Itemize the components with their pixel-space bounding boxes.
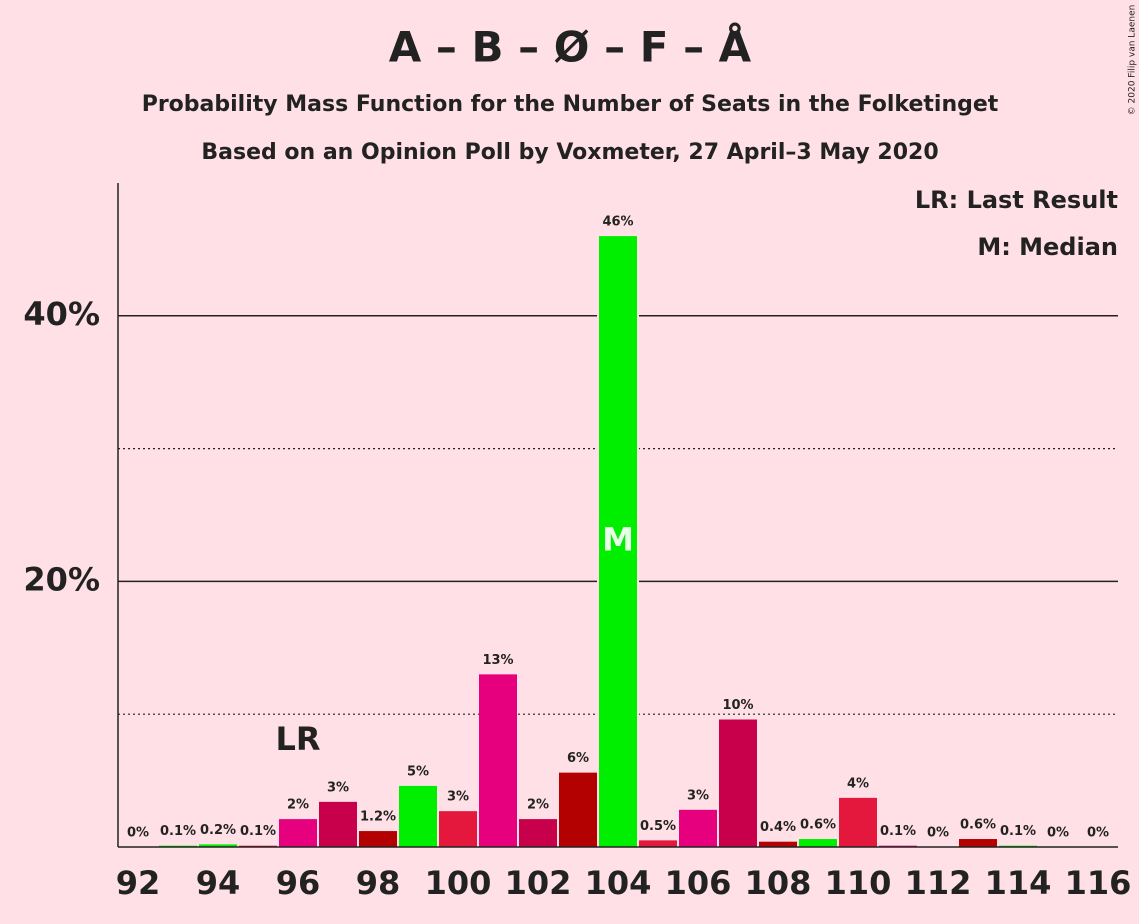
value-label: 0.1% <box>880 824 916 839</box>
x-tick-label: 96 <box>276 864 321 902</box>
bar <box>199 844 237 847</box>
value-label: 0.1% <box>160 824 196 839</box>
x-tick-label: 116 <box>1065 864 1132 902</box>
x-tick-label: 108 <box>745 864 812 902</box>
copyright: © 2020 Filip van Laenen <box>1128 5 1138 116</box>
value-label: 0.5% <box>640 819 676 834</box>
value-label: 2% <box>527 798 549 813</box>
value-label: 0.4% <box>760 820 796 835</box>
bar <box>519 819 557 847</box>
bar <box>759 841 797 847</box>
bar <box>319 801 357 847</box>
value-label: 0.1% <box>1000 824 1036 839</box>
bar <box>839 797 877 847</box>
chart-subtitle: Based on an Opinion Poll by Voxmeter, 27… <box>201 140 938 165</box>
value-label: 0.2% <box>200 823 236 838</box>
value-label: 3% <box>447 790 469 805</box>
x-tick-label: 106 <box>665 864 732 902</box>
value-label: 0% <box>927 826 949 841</box>
bar <box>439 811 477 847</box>
value-label: 2% <box>287 798 309 813</box>
value-label: 10% <box>722 698 753 713</box>
bar <box>639 840 677 847</box>
value-label: 4% <box>847 776 869 791</box>
x-tick-label: 102 <box>505 864 572 902</box>
value-label: 3% <box>327 780 349 795</box>
value-label: 0% <box>1047 826 1069 841</box>
y-tick-label: 40% <box>23 295 100 333</box>
bar <box>959 839 997 847</box>
value-label: 0.1% <box>240 824 276 839</box>
bar <box>359 831 397 847</box>
x-tick-label: 114 <box>985 864 1052 902</box>
value-label: 5% <box>407 764 429 779</box>
value-label: 0.6% <box>800 818 836 833</box>
bar <box>479 674 517 847</box>
bar <box>399 785 437 847</box>
x-tick-label: 98 <box>356 864 401 902</box>
value-label: 0.6% <box>960 818 996 833</box>
value-label: 0% <box>127 826 149 841</box>
annotation: LR <box>275 720 320 758</box>
value-label: 46% <box>602 215 633 230</box>
x-tick-label: 100 <box>425 864 492 902</box>
x-tick-label: 94 <box>196 864 241 902</box>
value-label: 13% <box>482 653 513 668</box>
bar <box>279 819 317 847</box>
annotation: M <box>602 521 634 559</box>
x-tick-label: 112 <box>905 864 972 902</box>
chart-title: A – B – Ø – F – Å <box>389 22 752 72</box>
legend-entry: M: Median <box>977 233 1118 261</box>
chart-subtitle: Probability Mass Function for the Number… <box>142 92 999 117</box>
bar <box>799 839 837 847</box>
bar <box>559 772 597 847</box>
bar <box>679 809 717 847</box>
x-tick-label: 110 <box>825 864 892 902</box>
legend-entry: LR: Last Result <box>915 186 1118 214</box>
value-label: 3% <box>687 788 709 803</box>
bar <box>719 719 757 847</box>
value-label: 1.2% <box>360 810 396 825</box>
value-label: 0% <box>1087 826 1109 841</box>
x-tick-label: 104 <box>585 864 652 902</box>
y-tick-label: 20% <box>23 560 100 598</box>
value-label: 6% <box>567 751 589 766</box>
bar <box>597 234 639 849</box>
x-tick-label: 92 <box>116 864 161 902</box>
